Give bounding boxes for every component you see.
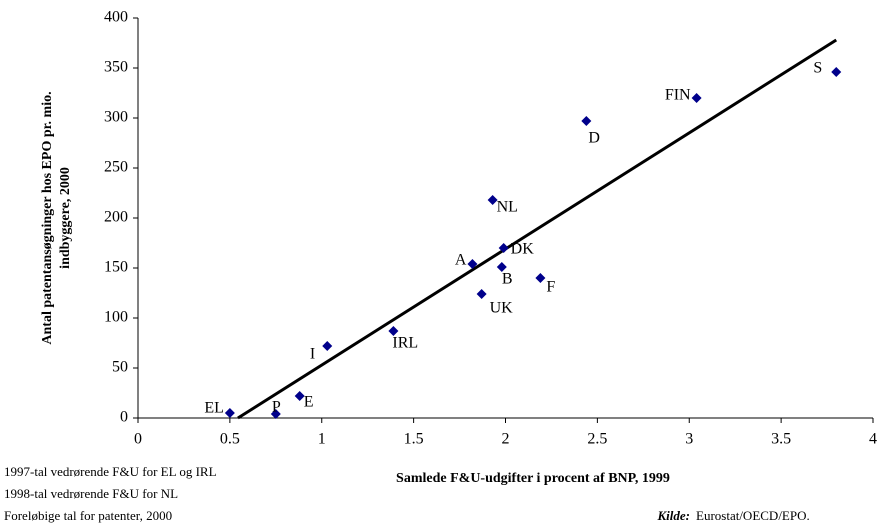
x-tick-label: 1 — [318, 431, 326, 448]
x-axis-label: Samlede F&U-udgifter i procent af BNP, 1… — [396, 471, 670, 486]
point — [535, 273, 546, 283]
point-label: UK — [490, 300, 514, 317]
point — [388, 326, 399, 336]
y-tick-label: 200 — [104, 209, 128, 226]
point-label: A — [455, 252, 467, 269]
point-label: S — [813, 60, 822, 77]
point — [224, 408, 235, 418]
point-label: F — [546, 279, 555, 296]
point-label: I — [310, 346, 315, 363]
point — [487, 195, 498, 205]
point-label: FIN — [665, 87, 691, 104]
point — [691, 93, 702, 103]
point-label: P — [272, 399, 281, 416]
y-tick-label: 100 — [104, 309, 128, 326]
note: 1998-tal vedrørende F&U for NL — [4, 486, 178, 501]
point-label: D — [588, 130, 600, 147]
x-tick-label: 0.5 — [220, 431, 240, 448]
source: Eurostat/OECD/EPO. — [696, 508, 810, 523]
note: Foreløbige tal for patenter, 2000 — [4, 508, 172, 523]
x-tick-label: 2 — [502, 431, 510, 448]
point-label: NL — [497, 199, 518, 216]
x-tick-label: 3 — [685, 431, 693, 448]
y-tick-label: 0 — [120, 409, 128, 426]
point — [496, 262, 507, 272]
x-tick-label: 3.5 — [771, 431, 791, 448]
point — [498, 243, 509, 253]
point — [831, 67, 842, 77]
x-tick-label: 4 — [869, 431, 877, 448]
point — [476, 289, 487, 299]
source-label: Kilde: — [657, 508, 691, 523]
note: 1997-tal vedrørende F&U for EL og IRL — [4, 464, 217, 479]
point-label: IRL — [392, 335, 418, 352]
y-tick-label: 300 — [104, 109, 128, 126]
point — [467, 259, 478, 269]
trend-line — [237, 38, 838, 420]
point-label: B — [502, 271, 513, 288]
point — [581, 116, 592, 126]
point — [322, 341, 333, 351]
y-tick-label: 50 — [112, 359, 128, 376]
x-tick-label: 0 — [134, 431, 142, 448]
y-tick-label: 150 — [104, 259, 128, 276]
y-tick-label: 400 — [104, 9, 128, 26]
x-tick-label: 2.5 — [587, 431, 607, 448]
y-axis-label: Antal patentansøgninger hos EPO pr. mio. — [40, 91, 55, 344]
y-tick-label: 350 — [104, 59, 128, 76]
point — [270, 409, 281, 419]
point — [294, 391, 305, 401]
y-tick-label: 250 — [104, 159, 128, 176]
point-label: EL — [204, 400, 224, 417]
point-label: DK — [511, 241, 535, 258]
y-axis-label: indbyggere, 2000 — [58, 167, 73, 269]
x-tick-label: 1.5 — [404, 431, 424, 448]
point-label: E — [304, 394, 314, 411]
